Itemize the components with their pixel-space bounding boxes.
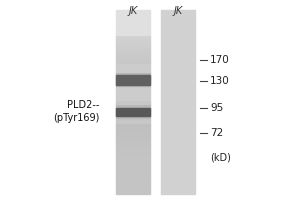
Bar [116,162,150,164]
Bar [116,109,150,111]
Bar [116,185,150,187]
Bar [116,111,150,114]
Bar [116,153,150,155]
Bar [116,116,150,118]
Bar [116,12,150,15]
Bar [116,17,150,19]
Text: PLD2--: PLD2-- [67,100,99,110]
Bar [160,10,195,194]
Bar [116,173,150,176]
Text: 170: 170 [210,55,230,65]
Bar [116,164,150,166]
Bar [116,157,150,160]
Bar [116,166,150,169]
Bar [116,125,150,127]
Bar [116,100,150,102]
Bar [116,81,150,84]
Bar [116,40,150,42]
Bar [116,123,150,125]
Bar [116,88,150,90]
Bar [116,132,150,134]
Bar [116,65,150,68]
Bar [116,19,150,21]
Bar [116,45,150,47]
Text: JK: JK [173,6,182,16]
Bar [116,134,150,136]
Bar [116,70,150,72]
Bar [116,42,150,45]
Bar [116,61,150,63]
Bar [116,141,150,143]
Bar [116,49,150,51]
Bar [116,28,150,31]
Bar [116,24,150,26]
Bar [116,171,150,173]
Bar [116,114,150,116]
Bar [116,107,150,109]
Bar [116,75,150,85]
Bar [116,118,150,120]
Bar [116,130,150,132]
Bar [116,74,150,77]
Bar [116,15,150,17]
Bar [116,104,150,107]
Bar [116,160,150,162]
Bar [116,189,150,192]
Bar [116,63,150,65]
Bar [116,22,150,24]
Bar [116,26,150,28]
Bar [116,97,150,100]
Bar [116,38,150,40]
Bar [116,146,150,148]
Bar [116,120,150,123]
Text: 130: 130 [210,76,230,86]
Bar [116,108,150,116]
Bar [116,31,150,33]
Bar [116,192,150,194]
Bar [116,79,150,81]
Bar [116,155,150,157]
Bar [116,54,150,56]
Bar [116,169,150,171]
Bar [116,86,150,88]
Text: 72: 72 [210,128,223,138]
Bar [116,51,150,54]
Bar [116,187,150,189]
Bar [116,93,150,95]
Bar [116,150,150,153]
Bar [116,33,150,35]
Bar [116,35,150,38]
Bar [116,180,150,182]
Bar [116,127,150,130]
Bar [116,182,150,185]
Bar [116,58,150,61]
Text: JK: JK [128,6,137,16]
Text: (kD): (kD) [210,152,231,162]
Bar [116,56,150,58]
Bar [116,95,150,97]
Bar [116,84,150,86]
Bar [116,90,150,93]
Bar [116,176,150,178]
Bar [116,47,150,49]
Bar [116,178,150,180]
Text: 95: 95 [210,103,223,113]
Bar [116,10,150,12]
Bar [116,77,150,79]
Bar [116,139,150,141]
Text: (pTyr169): (pTyr169) [52,113,99,123]
Bar [116,72,150,74]
Bar [116,136,150,139]
Bar [116,148,150,150]
Bar [116,102,150,104]
Bar [116,143,150,146]
Bar [116,68,150,70]
